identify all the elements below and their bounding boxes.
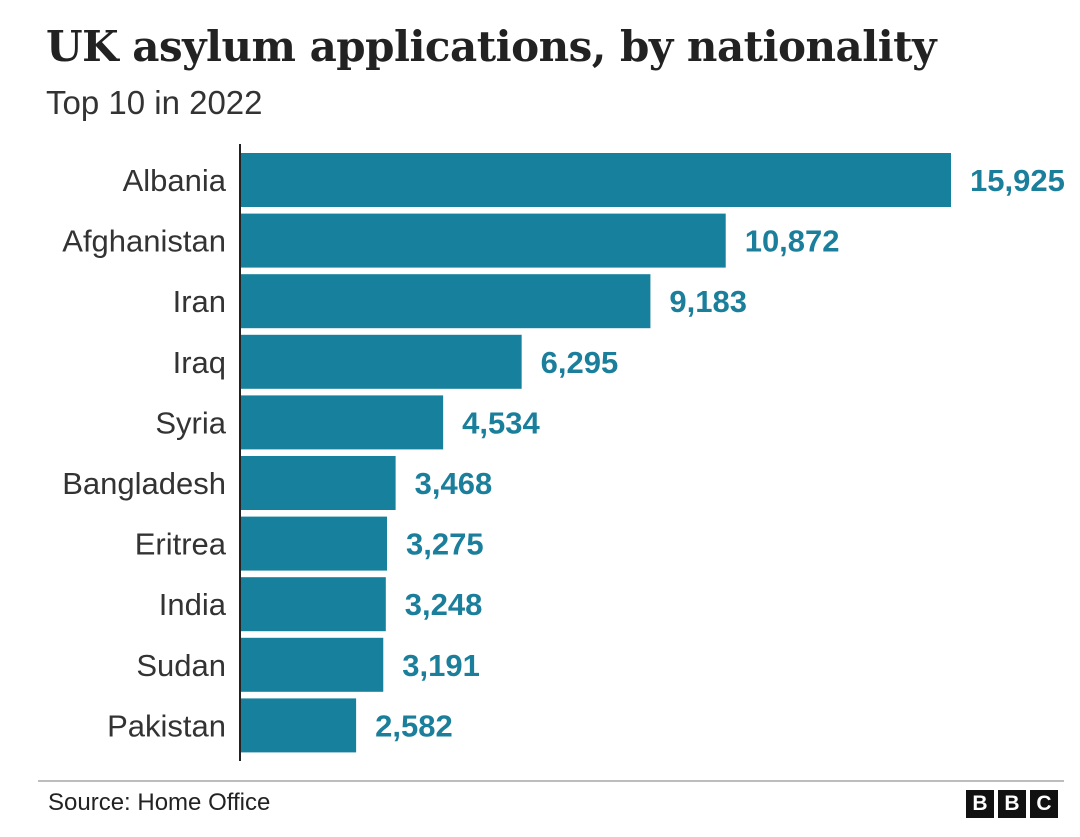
chart-subtitle: Top 10 in 2022 <box>46 84 263 121</box>
bar-pakistan <box>241 698 357 753</box>
category-label-sudan: Sudan <box>136 648 226 683</box>
bar-afghanistan <box>241 213 726 268</box>
logo-block-2: B <box>998 790 1026 818</box>
category-label-syria: Syria <box>155 405 226 440</box>
value-label-india: 3,248 <box>405 587 483 622</box>
category-label-india: India <box>159 587 227 622</box>
logo-block-3: C <box>1030 790 1058 818</box>
value-label-syria: 4,534 <box>462 405 540 440</box>
category-label-eritrea: Eritrea <box>135 527 227 562</box>
value-label-afghanistan: 10,872 <box>745 224 840 259</box>
category-label-iraq: Iraq <box>173 345 226 380</box>
value-label-eritrea: 3,275 <box>406 527 484 562</box>
footer-divider <box>38 780 1064 782</box>
value-label-iran: 9,183 <box>669 284 747 319</box>
value-label-iraq: 6,295 <box>541 345 619 380</box>
category-label-iran: Iran <box>173 284 226 319</box>
value-label-albania: 15,925 <box>970 163 1065 198</box>
category-label-afghanistan: Afghanistan <box>62 224 226 259</box>
bar-iraq <box>241 334 522 389</box>
bar-syria <box>241 395 444 450</box>
bar-eritrea <box>241 516 388 571</box>
bar-albania <box>241 153 951 207</box>
source-note: Source: Home Office <box>48 789 271 816</box>
bar-chart: Albania 15,925 Afghanistan 10,872 Iran 9,183 I… <box>62 144 1065 761</box>
bar-india <box>241 577 386 632</box>
value-label-bangladesh: 3,468 <box>415 466 493 501</box>
chart-title: UK asylum applications, by nationality <box>46 22 937 71</box>
bar-bangladesh <box>241 456 396 510</box>
category-label-pakistan: Pakistan <box>107 708 226 743</box>
bar-iran <box>241 274 651 329</box>
logo-block-1: B <box>966 790 994 818</box>
category-label-bangladesh: Bangladesh <box>62 466 226 501</box>
value-label-sudan: 3,191 <box>402 648 480 683</box>
bar-sudan <box>241 637 384 692</box>
bbc-logo: B B C <box>966 790 1058 818</box>
category-label-albania: Albania <box>123 163 227 198</box>
value-label-pakistan: 2,582 <box>375 708 453 743</box>
